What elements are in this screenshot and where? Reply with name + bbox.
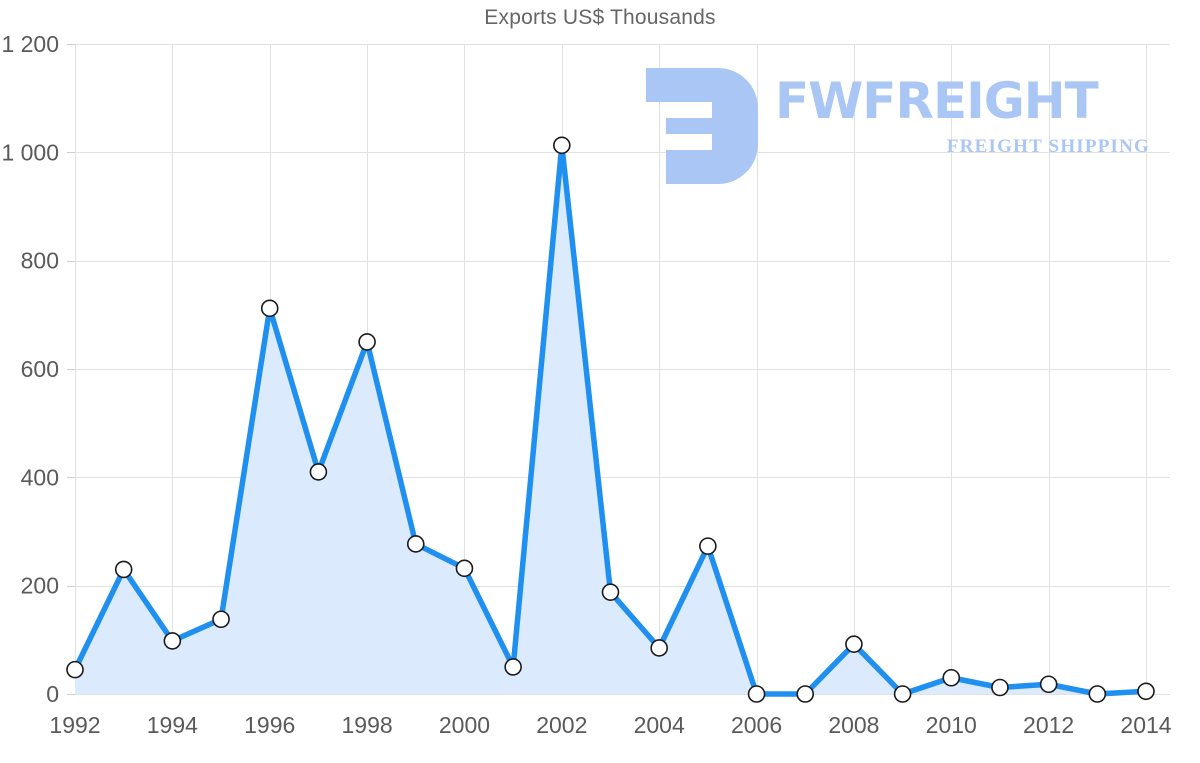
x-tick-2012: 2012 [1023, 712, 1074, 738]
data-point-2000[interactable] [455, 559, 474, 578]
y-tick-0: 0 [46, 681, 59, 707]
y-tick-400: 400 [21, 464, 59, 490]
data-point-2014[interactable] [1137, 682, 1155, 701]
y-tick-600: 600 [21, 356, 59, 382]
y-tick-200: 200 [21, 573, 59, 599]
data-point-2003[interactable] [601, 583, 620, 601]
data-point-2008[interactable] [845, 635, 863, 653]
data-point-2004[interactable] [650, 639, 668, 657]
data-point-2007[interactable] [796, 685, 815, 703]
data-point-1999[interactable] [406, 535, 425, 553]
data-point-1997[interactable] [309, 463, 328, 481]
data-point-2001[interactable] [504, 658, 522, 676]
x-axis-tick-labels: 1992 1994 1996 1998 2000 2002 2004 2006 2008 2010… [49, 712, 1171, 738]
data-point-2010[interactable] [942, 668, 961, 687]
data-point-1995[interactable] [212, 610, 230, 629]
x-tick-2008: 2008 [828, 712, 879, 738]
x-tick-2004: 2004 [634, 712, 685, 738]
data-point-1994[interactable] [163, 632, 182, 650]
x-tick-2002: 2002 [536, 712, 587, 738]
data-point-2013[interactable] [1088, 685, 1107, 703]
x-tick-1994: 1994 [147, 712, 198, 738]
y-gridlines [67, 44, 1170, 695]
data-point-2011[interactable] [991, 678, 1009, 697]
data-point-1996[interactable] [260, 299, 279, 318]
chart-title: Exports US$ Thousands [484, 6, 716, 29]
x-tick-1992: 1992 [49, 712, 100, 738]
series-area-exports [75, 145, 1146, 695]
data-point-1992[interactable] [66, 660, 84, 679]
data-point-2009[interactable] [893, 685, 912, 703]
data-point-1998[interactable] [358, 333, 376, 351]
y-axis-tick-labels: 0 200 400 600 800 1 000 1 200 [1, 31, 59, 707]
x-tick-1998: 1998 [342, 712, 393, 738]
y-tick-1200: 1 200 [1, 31, 59, 57]
data-point-2012[interactable] [1039, 675, 1058, 694]
data-point-2002[interactable] [553, 136, 571, 155]
x-tick-1996: 1996 [244, 712, 295, 738]
data-point-2006[interactable] [747, 685, 766, 703]
data-point-1993[interactable] [114, 560, 133, 579]
y-tick-1000: 1 000 [1, 139, 59, 165]
series-markers-exports[interactable] [66, 136, 1155, 703]
x-tick-2010: 2010 [926, 712, 977, 738]
x-tick-2006: 2006 [731, 712, 782, 738]
x-tick-2014: 2014 [1120, 712, 1171, 738]
x-tick-2000: 2000 [439, 712, 490, 738]
data-point-2005[interactable] [699, 537, 717, 555]
y-tick-800: 800 [21, 248, 59, 274]
